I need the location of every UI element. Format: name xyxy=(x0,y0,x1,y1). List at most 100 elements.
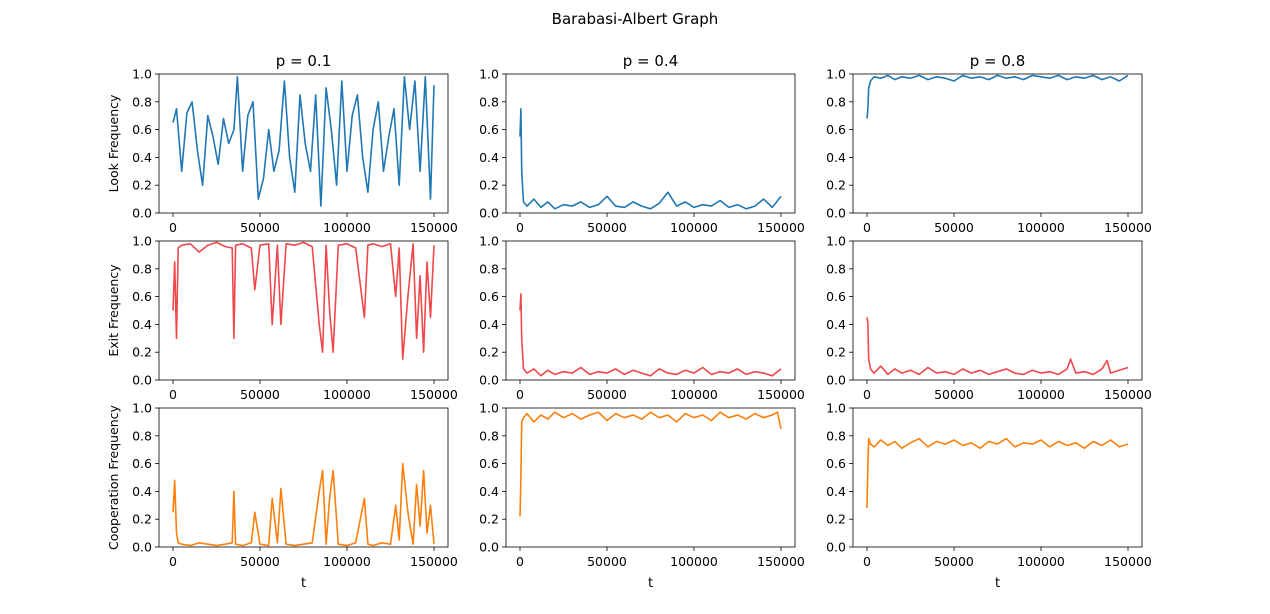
axes-frame xyxy=(158,240,449,381)
x-tick-label: 100000 xyxy=(670,554,718,569)
y-tick-label: 1.0 xyxy=(826,234,846,249)
y-tick-label: 0.2 xyxy=(479,345,499,360)
y-tick-label: 0.4 xyxy=(826,317,846,332)
y-tick-label: 0.4 xyxy=(479,484,499,499)
x-tick-label: 150000 xyxy=(757,387,805,402)
x-tick-label: 0 xyxy=(169,387,177,402)
y-axis-label: Exit Frequency xyxy=(106,264,121,357)
subplot-r1-c1: 0.0 0.2 0.4 0.6 0.8 1.0 0 50000 100000 150000 xyxy=(479,234,805,403)
y-tick-label: 1.0 xyxy=(479,67,499,82)
x-tick-label: 50000 xyxy=(934,220,974,235)
series-line xyxy=(519,411,782,517)
x-tick-label: 100000 xyxy=(1017,554,1065,569)
subplot-r2-c2: 0.0 0.2 0.4 0.6 0.8 1.0 0 50000 100000 150000 t xyxy=(826,401,1152,592)
x-tick-label: 50000 xyxy=(240,387,280,402)
x-tick-label: 50000 xyxy=(587,220,627,235)
y-tick-label: 0.0 xyxy=(826,540,846,555)
subplot-r0-c1: 0.0 0.2 0.4 0.6 0.8 1.0 0 50000 100000 150000 p = … xyxy=(479,52,805,235)
y-tick-label: 0.0 xyxy=(826,373,846,388)
x-tick-label: 100000 xyxy=(323,220,371,235)
y-tick-label: 0.6 xyxy=(826,122,846,137)
y-tick-label: 0.8 xyxy=(826,261,846,276)
series-line xyxy=(172,462,435,547)
x-tick-label: 50000 xyxy=(934,387,974,402)
x-tick-label: 100000 xyxy=(323,387,371,402)
x-tick-label: 150000 xyxy=(410,387,458,402)
x-tick-label: 50000 xyxy=(934,554,974,569)
x-tick-label: 50000 xyxy=(587,554,627,569)
x-tick-label: 0 xyxy=(516,387,524,402)
y-tick-label: 0.8 xyxy=(479,428,499,443)
subplot-r2-c0: 0.0 0.2 0.4 0.6 0.8 1.0 0 50000 100000 150000 Coop… xyxy=(106,401,458,592)
axes-frame xyxy=(852,73,1143,214)
subplot-title: p = 0.8 xyxy=(970,52,1025,70)
y-tick-label: 0.2 xyxy=(479,512,499,527)
y-tick-label: 0.0 xyxy=(132,373,152,388)
x-tick-label: 150000 xyxy=(410,554,458,569)
y-tick-label: 0.6 xyxy=(132,456,152,471)
x-tick-label: 150000 xyxy=(1104,220,1152,235)
series-line xyxy=(519,292,782,377)
y-tick-label: 0.2 xyxy=(826,345,846,360)
x-tick-label: 150000 xyxy=(757,554,805,569)
series-line xyxy=(519,108,782,210)
y-tick-label: 0.2 xyxy=(132,178,152,193)
y-tick-label: 0.4 xyxy=(132,150,152,165)
y-tick-label: 0.6 xyxy=(479,122,499,137)
y-tick-label: 0.4 xyxy=(826,150,846,165)
y-tick-label: 0.4 xyxy=(132,317,152,332)
y-tick-label: 0.0 xyxy=(132,540,152,555)
x-tick-label: 50000 xyxy=(240,220,280,235)
y-tick-label: 0.4 xyxy=(826,484,846,499)
y-tick-label: 0.8 xyxy=(132,428,152,443)
series-line xyxy=(866,437,1129,509)
y-tick-label: 0.0 xyxy=(479,540,499,555)
y-tick-label: 0.2 xyxy=(132,512,152,527)
y-tick-label: 0.2 xyxy=(479,178,499,193)
y-tick-label: 0.6 xyxy=(826,456,846,471)
y-tick-label: 1.0 xyxy=(132,401,152,416)
y-tick-label: 1.0 xyxy=(132,67,152,82)
series-line xyxy=(172,241,435,360)
subplot-r1-c0: 0.0 0.2 0.4 0.6 0.8 1.0 0 50000 100000 150000 Exit… xyxy=(106,234,458,403)
x-tick-label: 0 xyxy=(863,387,871,402)
y-tick-label: 0.6 xyxy=(132,122,152,137)
x-tick-label: 0 xyxy=(516,220,524,235)
series-line xyxy=(866,317,1129,376)
x-tick-label: 100000 xyxy=(323,554,371,569)
x-tick-label: 0 xyxy=(863,220,871,235)
x-tick-label: 150000 xyxy=(757,220,805,235)
x-axis-label: t xyxy=(301,576,306,591)
subplot-r1-c2: 0.0 0.2 0.4 0.6 0.8 1.0 0 50000 100000 150000 xyxy=(826,234,1152,403)
y-tick-label: 0.2 xyxy=(826,178,846,193)
y-tick-label: 0.8 xyxy=(479,94,499,109)
y-axis-label: Cooperation Frequency xyxy=(106,404,121,550)
x-tick-label: 100000 xyxy=(1017,220,1065,235)
x-tick-label: 100000 xyxy=(670,220,718,235)
y-tick-label: 1.0 xyxy=(826,401,846,416)
x-tick-label: 50000 xyxy=(587,387,627,402)
x-tick-label: 150000 xyxy=(1104,554,1152,569)
axes-frame xyxy=(158,407,449,548)
y-tick-label: 0.8 xyxy=(826,94,846,109)
subplot-grid: 0.0 0.2 0.4 0.6 0.8 1.0 0 50000 100000 150000 p = … xyxy=(106,52,1152,591)
y-tick-label: 0.6 xyxy=(132,289,152,304)
x-tick-label: 100000 xyxy=(670,387,718,402)
axes-frame xyxy=(158,73,449,214)
y-axis-label: Look Frequency xyxy=(106,94,121,192)
x-tick-label: 150000 xyxy=(1104,387,1152,402)
y-tick-label: 0.8 xyxy=(132,261,152,276)
y-tick-label: 1.0 xyxy=(479,234,499,249)
x-tick-label: 0 xyxy=(516,554,524,569)
x-tick-label: 0 xyxy=(169,220,177,235)
y-tick-label: 0.2 xyxy=(132,345,152,360)
y-tick-label: 0.6 xyxy=(826,289,846,304)
axes-frame xyxy=(852,407,1143,548)
subplot-r0-c2: 0.0 0.2 0.4 0.6 0.8 1.0 0 50000 100000 150000 p = … xyxy=(826,52,1152,235)
y-tick-label: 0.4 xyxy=(479,150,499,165)
x-tick-label: 0 xyxy=(863,554,871,569)
axes-frame xyxy=(505,407,796,548)
x-tick-label: 150000 xyxy=(410,220,458,235)
y-tick-label: 0.0 xyxy=(826,206,846,221)
